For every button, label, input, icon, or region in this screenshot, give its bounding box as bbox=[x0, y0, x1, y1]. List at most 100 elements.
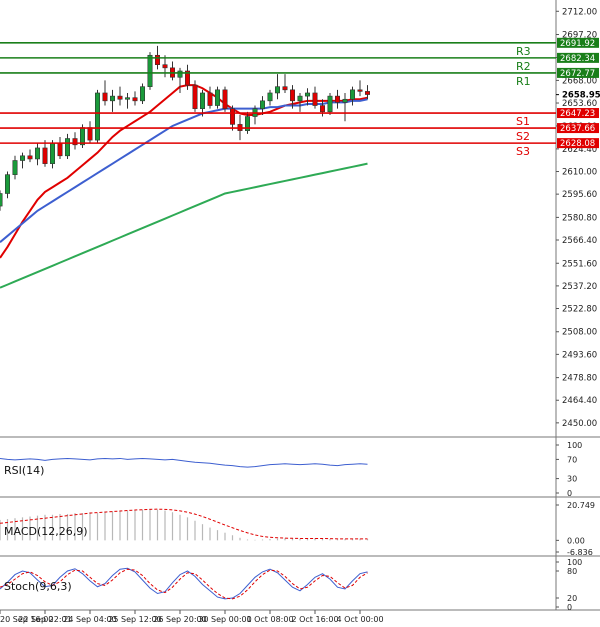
candle-body bbox=[200, 92, 206, 109]
level-name-s1: S1 bbox=[516, 115, 530, 128]
time-tick-label: 30 Sep 00:00 bbox=[198, 615, 251, 624]
rsi-label: RSI(14) bbox=[4, 464, 44, 477]
macd-histogram-bar bbox=[254, 539, 256, 541]
macd-histogram-bar bbox=[239, 537, 241, 541]
moving-average-lines bbox=[0, 84, 368, 289]
candle-body bbox=[49, 142, 55, 164]
macd-histogram-bar bbox=[194, 520, 196, 541]
candle-body bbox=[155, 54, 161, 65]
candle-body bbox=[230, 108, 236, 125]
candle-body bbox=[57, 142, 63, 157]
macd-histogram-bar bbox=[6, 519, 9, 541]
price-tick-label: 2668.00 bbox=[562, 76, 597, 86]
moving-average-line-2 bbox=[0, 98, 368, 243]
macd-histogram-bar bbox=[104, 511, 106, 541]
stoch-d-line bbox=[0, 568, 368, 600]
level-price-label-s3: 2628.08 bbox=[560, 139, 595, 149]
candle-body bbox=[87, 127, 93, 141]
macd-histogram-bar bbox=[164, 510, 166, 541]
macd-histogram-bar bbox=[299, 538, 301, 541]
candle-body bbox=[357, 89, 363, 92]
macd-histogram-bar bbox=[336, 539, 339, 541]
macd-histogram-bar bbox=[179, 514, 181, 541]
macd-histogram-bar bbox=[134, 509, 136, 541]
macd-histogram-bar bbox=[29, 516, 31, 541]
macd-histogram-bar bbox=[126, 510, 129, 541]
candle-body bbox=[327, 95, 333, 113]
level-price-tag-r2 bbox=[557, 52, 599, 63]
level-price-tag-r3 bbox=[557, 37, 599, 48]
price-tick-label: 2537.20 bbox=[562, 282, 597, 292]
moving-average-line-3 bbox=[0, 162, 368, 289]
time-tick-label: 26 Sep 20:00 bbox=[153, 615, 206, 624]
candle-body bbox=[27, 155, 33, 160]
candle-body bbox=[215, 89, 221, 106]
level-price-label-s1: 2647.23 bbox=[560, 109, 595, 119]
candle-body bbox=[177, 70, 183, 78]
candle-body bbox=[65, 138, 71, 157]
indicator-tick-label: 100 bbox=[567, 441, 582, 450]
level-name-r1: R1 bbox=[516, 75, 531, 88]
time-tick-label: 4 Oct 00:00 bbox=[336, 615, 383, 624]
price-tick-label: 2580.80 bbox=[562, 213, 597, 223]
level-price-tag-s2 bbox=[557, 123, 599, 134]
candle-body bbox=[312, 92, 318, 106]
candle-body bbox=[162, 64, 168, 69]
level-name-r3: R3 bbox=[516, 45, 531, 58]
candle-body bbox=[274, 86, 280, 94]
stoch-k-line bbox=[0, 567, 368, 600]
macd-histogram-bar bbox=[209, 527, 211, 541]
macd-histogram-bar bbox=[96, 513, 99, 541]
indicator-tick-label: 100 bbox=[567, 558, 582, 567]
macd-histogram-bar bbox=[321, 538, 324, 541]
macd-histogram-bar bbox=[216, 530, 219, 541]
price-tick-label: 2712.00 bbox=[562, 7, 597, 17]
candle-body bbox=[334, 95, 340, 103]
level-name-r2: R2 bbox=[516, 60, 531, 73]
price-tick-label: 2508.00 bbox=[562, 328, 597, 338]
macd-histogram-bar bbox=[246, 539, 249, 541]
candle-body bbox=[19, 155, 25, 161]
macd-histogram-bar bbox=[36, 515, 39, 541]
candle-body bbox=[80, 127, 86, 146]
macd-label: MACD(12,26,9) bbox=[4, 525, 88, 538]
indicator-tick-label: 0 bbox=[567, 489, 572, 498]
macd-histogram-bar bbox=[359, 538, 361, 541]
indicator-tick-label: 20.749 bbox=[567, 501, 595, 510]
price-tick-label: 2653.60 bbox=[562, 99, 597, 109]
macd-histogram-bar bbox=[171, 512, 174, 541]
macd-histogram-bar bbox=[51, 514, 54, 541]
indicator-tick-label: 0 bbox=[567, 603, 572, 612]
candle-body bbox=[132, 97, 138, 102]
level-price-label-r1: 2672.77 bbox=[560, 69, 595, 79]
macd-panel: MACD(12,26,9) 20.749 0.00 -6.836 bbox=[0, 497, 600, 557]
macd-histogram-bar bbox=[366, 538, 369, 541]
price-tick-label: 2624.40 bbox=[562, 145, 597, 155]
level-name-s2: S2 bbox=[516, 130, 530, 143]
macd-histogram-bar bbox=[74, 513, 76, 541]
macd-histogram-bar bbox=[201, 524, 204, 541]
macd-histogram-bar bbox=[44, 514, 46, 541]
macd-histogram-bar bbox=[224, 532, 226, 541]
price-tick-label: 2522.80 bbox=[562, 304, 597, 314]
macd-histogram-bar bbox=[66, 513, 69, 541]
price-tick-label: 2595.60 bbox=[562, 190, 597, 200]
candle-body bbox=[297, 95, 303, 102]
macd-histogram-bar bbox=[81, 513, 84, 541]
candle-body bbox=[147, 54, 153, 87]
macd-histogram-bar bbox=[231, 535, 234, 541]
level-name-s3: S3 bbox=[516, 145, 530, 158]
indicator-tick-label: -6.836 bbox=[567, 548, 593, 557]
macd-histogram-bar bbox=[276, 538, 279, 541]
candle-body bbox=[222, 89, 228, 109]
indicator-tick-label: 20 bbox=[567, 594, 577, 603]
candle-body bbox=[319, 105, 325, 113]
macd-histogram-bar bbox=[284, 538, 286, 541]
time-tick-label: 1 Oct 08:00 bbox=[246, 615, 293, 624]
rsi-panel: RSI(14) 100 70 30 0 bbox=[0, 437, 600, 498]
time-tick-label: 22 Sep 22:01 bbox=[18, 615, 71, 624]
candle-body bbox=[72, 138, 78, 146]
indicator-tick-label: 30 bbox=[567, 475, 577, 484]
